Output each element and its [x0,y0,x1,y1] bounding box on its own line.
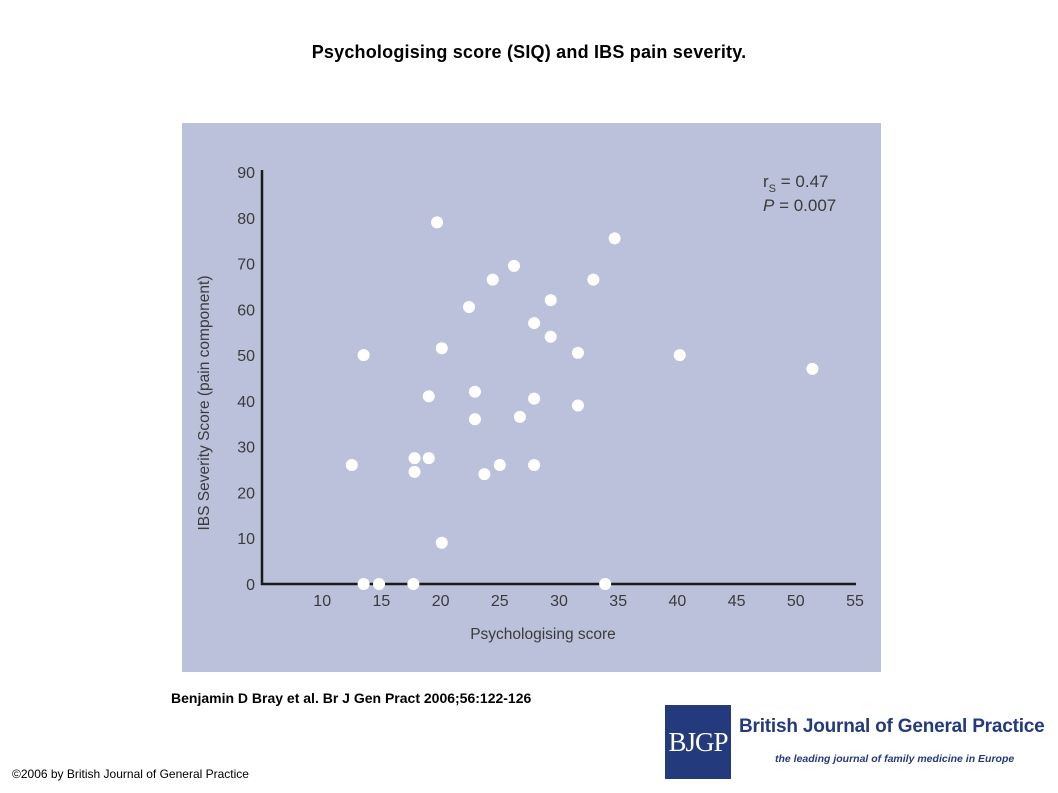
correlation-coefficient: rS = 0.47 [763,172,828,195]
x-tick-label: 15 [373,593,391,610]
p-value-number: = 0.007 [774,196,836,215]
y-tick-label: 70 [237,257,255,274]
r-subscript: S [769,183,776,195]
data-point [673,349,686,362]
data-point [408,465,421,478]
data-point [544,330,557,343]
x-tick-label: 35 [609,593,627,610]
journal-banner: BJGP British Journal of General Practice… [665,705,1045,779]
bjgp-logo: BJGP [665,705,731,779]
data-point [431,216,444,229]
y-tick-label: 60 [237,302,255,319]
figure-panel: 0 10 20 30 40 50 60 70 80 90 10 15 20 25 30 35 40 45 50 55 … [182,123,881,672]
data-point [528,317,541,330]
data-point [422,452,435,465]
r-label: r [763,172,769,191]
x-axis-title: Psychologising score [470,626,616,643]
data-point [478,468,491,481]
y-tick-label: 10 [237,531,255,548]
y-tick-label: 50 [237,348,255,365]
x-tick-label: 40 [669,593,687,610]
y-tick-label: 30 [237,440,255,457]
data-point [373,578,386,590]
data-point [468,413,481,426]
x-tick-label: 45 [728,593,746,610]
x-tick-label: 20 [432,593,450,610]
data-point [571,399,584,412]
data-points [345,216,819,590]
y-tick-label: 0 [246,577,255,594]
data-point [435,536,448,549]
data-point [435,342,448,355]
data-point [508,259,521,272]
data-point [528,392,541,405]
y-tick-label: 20 [237,485,255,502]
x-tick-label: 10 [313,593,331,610]
data-point [493,458,506,471]
data-point [571,346,584,359]
data-point [407,578,420,590]
p-value: P = 0.007 [763,196,836,215]
x-tick-label: 30 [550,593,568,610]
data-point [422,390,435,403]
y-tick-label: 80 [237,211,255,228]
citation: Benjamin D Bray et al. Br J Gen Pract 20… [171,690,532,706]
data-point [806,362,819,375]
p-label: P [763,196,775,215]
data-point [528,458,541,471]
data-point [357,578,370,590]
data-point [599,578,612,590]
tick-labels: 0 10 20 30 40 50 60 70 80 90 10 15 20 25 30 35 40 45 50 55 [237,165,864,610]
journal-tagline: the leading journal of family medicine i… [775,753,1015,765]
journal-name: British Journal of General Practice [739,716,1045,737]
x-tick-label: 55 [846,593,864,610]
y-tick-label: 40 [237,394,255,411]
y-tick-label: 90 [237,165,255,182]
copyright-notice: ©2006 by British Journal of General Prac… [12,767,249,781]
slide-title: Psychologising score (SIQ) and IBS pain … [311,42,747,62]
x-tick-label: 50 [787,593,805,610]
data-point [608,232,621,245]
data-point [587,273,600,286]
data-point [345,458,358,471]
data-point [408,452,421,465]
data-point [468,385,481,398]
data-point [544,294,557,307]
data-point [357,349,370,362]
data-point [463,301,476,314]
data-point [513,410,526,423]
x-tick-label: 25 [491,593,509,610]
axes [260,170,856,586]
data-point [486,273,499,286]
y-axis-title: IBS Severity Score (pain component) [196,275,213,530]
r-value: = 0.47 [776,172,828,191]
